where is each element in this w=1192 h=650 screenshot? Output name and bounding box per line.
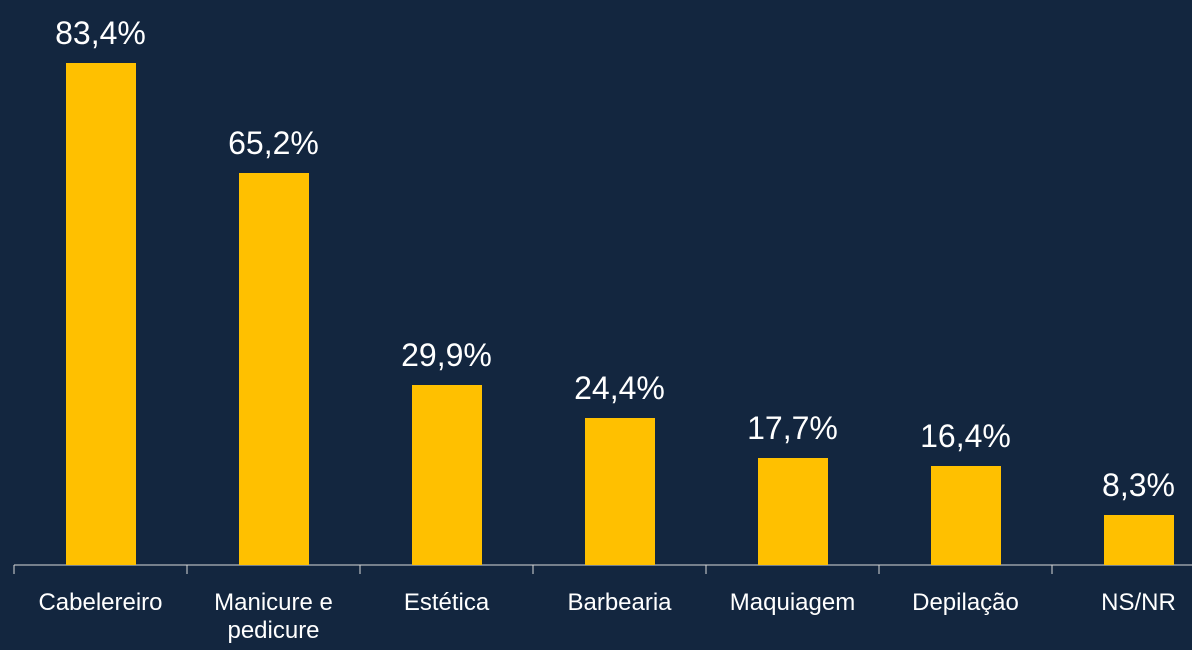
- value-label: 16,4%: [920, 418, 1011, 455]
- value-label: 17,7%: [747, 410, 838, 447]
- x-tick-label: Depilação: [912, 589, 1019, 616]
- bar: [65, 63, 136, 565]
- value-label: 83,4%: [55, 15, 146, 51]
- value-label: 24,4%: [574, 370, 665, 407]
- value-label: 29,9%: [401, 337, 492, 374]
- x-tick-label: NS/NR: [1101, 589, 1176, 616]
- x-tick-label: Estética: [403, 589, 490, 616]
- bar: [930, 466, 1001, 565]
- value-label: 8,3%: [1102, 467, 1175, 504]
- x-tick-label: Maquiagem: [729, 589, 856, 616]
- bar: [411, 385, 482, 565]
- value-label: 65,2%: [228, 124, 319, 161]
- bar: [584, 418, 655, 565]
- bar: [238, 172, 309, 565]
- bar: [1103, 515, 1174, 565]
- x-tick-label: Manicure e pedicure: [214, 589, 333, 644]
- x-tick-label: Cabelereiro: [38, 589, 163, 616]
- x-tick-label: Barbearia: [567, 589, 672, 616]
- bar: [757, 458, 828, 565]
